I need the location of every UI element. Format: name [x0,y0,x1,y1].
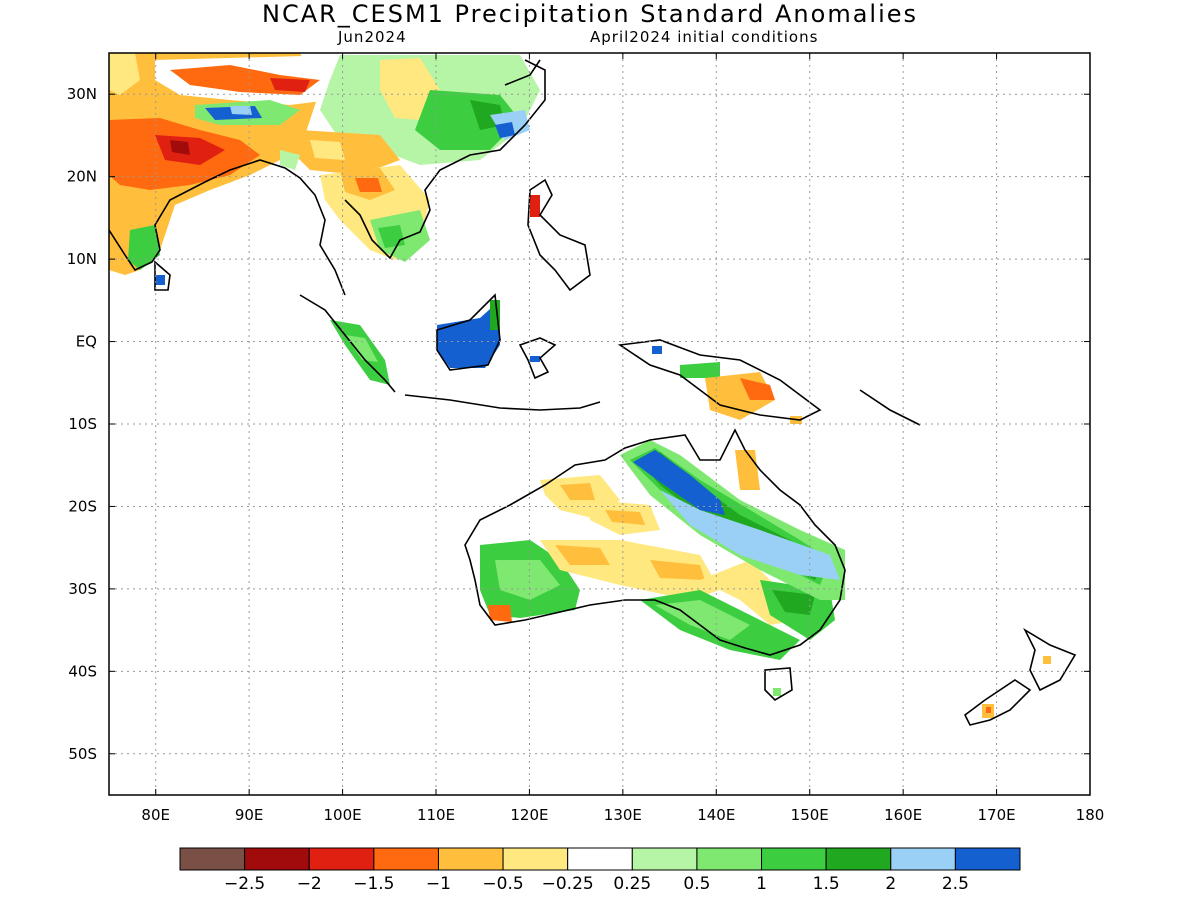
colorbar-label: 0.5 [683,874,710,894]
map-gridlines [109,53,1090,795]
lon-tick-label: 100E [324,806,362,824]
lon-tick-label: 180 [1076,806,1105,824]
lat-tick-label: 20N [67,168,97,186]
lat-tick-label: 40S [68,662,97,680]
colorbar-swatch [631,847,698,871]
colorbar-swatch [567,847,633,871]
lon-tick-label: 150E [791,806,829,824]
colorbar-swatch [825,847,892,871]
lon-tick-label: 110E [417,806,455,824]
colorbar-swatch [437,847,504,871]
lat-tick-label: 10N [67,250,97,268]
colorbar-label: −0.5 [482,874,523,894]
colorbar-swatch [696,847,763,871]
colorbar-swatch [761,847,827,871]
lon-tick-label: 160E [884,806,922,824]
anomaly-shading [109,53,1051,718]
map-title: NCAR_CESM1 Precipitation Standard Anomal… [261,0,919,28]
initial-conditions: April2024 initial conditions [590,28,819,46]
colorbar-label: 0.25 [613,874,651,894]
lat-tick-label: 30S [68,580,97,598]
coastlines [109,59,1077,726]
lat-tick-label: 50S [68,745,97,763]
colorbar-swatch [502,847,569,871]
colorbar-label: 2 [885,874,896,894]
colorbar-swatch [308,847,375,871]
lat-tick-label: 20S [68,497,97,515]
colorbar: −2.5 −2 −1.5 −1 −0.5 −0.25 0.25 0.5 1 1.5 2 2.5 [179,847,1021,894]
colorbar-label: −1.5 [353,874,394,894]
colorbar-swatch [373,847,439,871]
lat-tick-label: 30N [67,85,97,103]
colorbar-label: 1.5 [813,874,840,894]
lon-tick-label: 90E [235,806,264,824]
latitude-axis: 30N 20N 10N EQ 10S 20S 30S 40S 50S [67,85,1090,763]
colorbar-label: −1 [426,874,451,894]
longitude-axis: 80E 90E 100E 110E 120E 130E 140E 150E 160E 170E 18… [141,53,1104,824]
lon-tick-label: 80E [141,806,170,824]
colorbar-label: −2 [297,874,322,894]
colorbar-swatch [244,847,310,871]
lat-tick-label: EQ [76,333,97,351]
lon-tick-label: 130E [604,806,642,824]
lat-tick-label: 10S [68,415,97,433]
colorbar-label: −0.25 [542,874,594,894]
lon-tick-label: 170E [978,806,1016,824]
colorbar-swatch [890,847,956,871]
colorbar-label: 2.5 [942,874,969,894]
colorbar-label: −2.5 [224,874,265,894]
lon-tick-label: 120E [510,806,548,824]
forecast-month: Jun2024 [338,28,407,46]
colorbar-swatch [954,847,1021,871]
colorbar-swatch [179,847,246,871]
colorbar-label: 1 [756,874,767,894]
lon-tick-label: 140E [697,806,735,824]
